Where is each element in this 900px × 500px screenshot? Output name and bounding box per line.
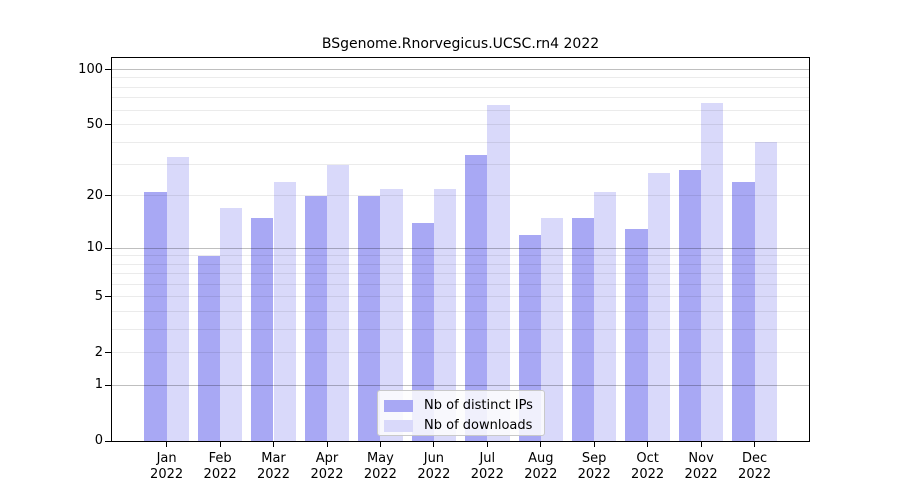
x-tick-label-month-may: May xyxy=(366,451,394,466)
bar-downloads-dec xyxy=(754,142,777,441)
x-tick-label-year-jul: 2022 xyxy=(470,467,504,482)
legend-swatch-downloads xyxy=(384,419,413,432)
bar-downloads-feb xyxy=(220,208,243,441)
y-tick-mark-20 xyxy=(105,195,112,197)
legend-row-downloads: Nb of downloads xyxy=(378,417,544,434)
x-tick-mark-apr xyxy=(326,441,328,447)
x-tick-label-year-nov: 2022 xyxy=(684,467,718,482)
x-tick-mark-aug xyxy=(540,441,542,447)
x-tick-label-year-jun: 2022 xyxy=(417,467,451,482)
bar-distinct-ips-jun xyxy=(411,223,434,441)
x-tick-mark-oct xyxy=(647,441,649,447)
y-tick-label-10: 10 xyxy=(86,240,103,255)
legend: Nb of distinct IPs Nb of downloads xyxy=(377,390,545,436)
legend-label-downloads: Nb of downloads xyxy=(424,418,533,433)
x-tick-mark-mar xyxy=(273,441,274,447)
y-tick-label-50: 50 xyxy=(86,116,103,132)
y-tick-label-2: 2 xyxy=(94,344,103,360)
x-tick-label-month-sep: Sep xyxy=(581,451,607,466)
gridline-70 xyxy=(112,97,809,99)
y-tick-mark-5 xyxy=(105,296,112,298)
bar-distinct-ips-sep xyxy=(571,217,595,441)
chart-title: BSgenome.Rnorvegicus.UCSC.rn4 2022 xyxy=(321,36,600,52)
bar-distinct-ips-nov xyxy=(678,169,702,441)
bar-distinct-ips-apr xyxy=(304,195,327,441)
gridline-80 xyxy=(112,86,809,88)
bar-downloads-may xyxy=(380,188,403,441)
y-tick-mark-10 xyxy=(105,247,112,249)
x-tick-mark-jan xyxy=(166,441,168,447)
x-tick-label-year-aug: 2022 xyxy=(524,467,558,482)
bar-distinct-ips-jan xyxy=(144,192,167,441)
x-tick-label-year-apr: 2022 xyxy=(310,467,344,482)
x-tick-label-year-dec: 2022 xyxy=(738,467,772,482)
x-tick-label-year-feb: 2022 xyxy=(203,467,237,482)
x-tick-label-month-jun: Jun xyxy=(423,451,445,466)
x-tick-label-month-mar: Mar xyxy=(261,451,286,466)
x-tick-label-month-nov: Nov xyxy=(688,451,714,466)
x-tick-label-year-mar: 2022 xyxy=(256,467,291,482)
bar-downloads-mar xyxy=(273,181,296,441)
x-tick-mark-dec xyxy=(754,441,756,447)
bar-downloads-nov xyxy=(701,102,724,441)
y-tick-label-20: 20 xyxy=(86,187,103,203)
x-tick-label-month-oct: Oct xyxy=(636,451,659,466)
bar-distinct-ips-jul xyxy=(465,154,488,441)
bar-distinct-ips-oct xyxy=(625,228,648,441)
bar-distinct-ips-mar xyxy=(251,217,274,441)
bar-distinct-ips-may xyxy=(358,195,381,441)
x-tick-label-month-aug: Aug xyxy=(528,451,554,466)
bar-downloads-jul xyxy=(487,105,510,441)
x-tick-label-month-apr: Apr xyxy=(315,451,339,466)
x-tick-label-year-jan: 2022 xyxy=(150,467,184,482)
x-tick-mark-nov xyxy=(700,441,702,447)
x-tick-mark-sep xyxy=(593,441,595,447)
bar-downloads-oct xyxy=(647,172,670,441)
x-tick-mark-feb xyxy=(219,441,221,447)
bar-downloads-apr xyxy=(327,164,350,441)
y-tick-mark-0 xyxy=(105,440,112,442)
bar-downloads-aug xyxy=(540,217,564,441)
bar-downloads-jun xyxy=(433,188,457,441)
x-tick-label-month-dec: Dec xyxy=(742,451,768,466)
legend-label-distinct-ips: Nb of distinct IPs xyxy=(424,398,533,413)
x-tick-label-year-may: 2022 xyxy=(363,467,397,482)
x-tick-label-year-oct: 2022 xyxy=(631,467,665,482)
gridline-90 xyxy=(112,77,809,79)
x-tick-label-month-jan: Jan xyxy=(156,451,177,466)
bar-downloads-sep xyxy=(594,192,617,441)
legend-row-distinct-ips: Nb of distinct IPs xyxy=(378,397,544,414)
legend-swatch-distinct-ips xyxy=(384,399,413,412)
y-tick-label-1: 1 xyxy=(94,377,103,393)
y-tick-label-0: 0 xyxy=(94,433,103,448)
y-tick-mark-1 xyxy=(105,384,112,386)
x-tick-mark-jun xyxy=(433,441,435,447)
x-tick-label-year-sep: 2022 xyxy=(577,467,611,482)
x-tick-label-month-jul: Jul xyxy=(479,451,496,466)
y-tick-mark-2 xyxy=(105,352,112,354)
bar-distinct-ips-dec xyxy=(732,181,755,441)
y-tick-mark-100 xyxy=(105,69,112,70)
bar-distinct-ips-feb xyxy=(197,255,221,441)
x-tick-mark-jul xyxy=(486,441,488,447)
y-tick-label-100: 100 xyxy=(78,61,103,77)
x-tick-mark-may xyxy=(379,441,381,447)
bar-distinct-ips-aug xyxy=(518,234,541,441)
plot-area xyxy=(111,57,810,442)
y-tick-mark-50 xyxy=(105,124,112,125)
gridline-100 xyxy=(112,69,809,70)
bar-downloads-jan xyxy=(166,157,189,441)
x-tick-label-month-feb: Feb xyxy=(208,451,232,466)
y-tick-label-5: 5 xyxy=(94,288,103,304)
